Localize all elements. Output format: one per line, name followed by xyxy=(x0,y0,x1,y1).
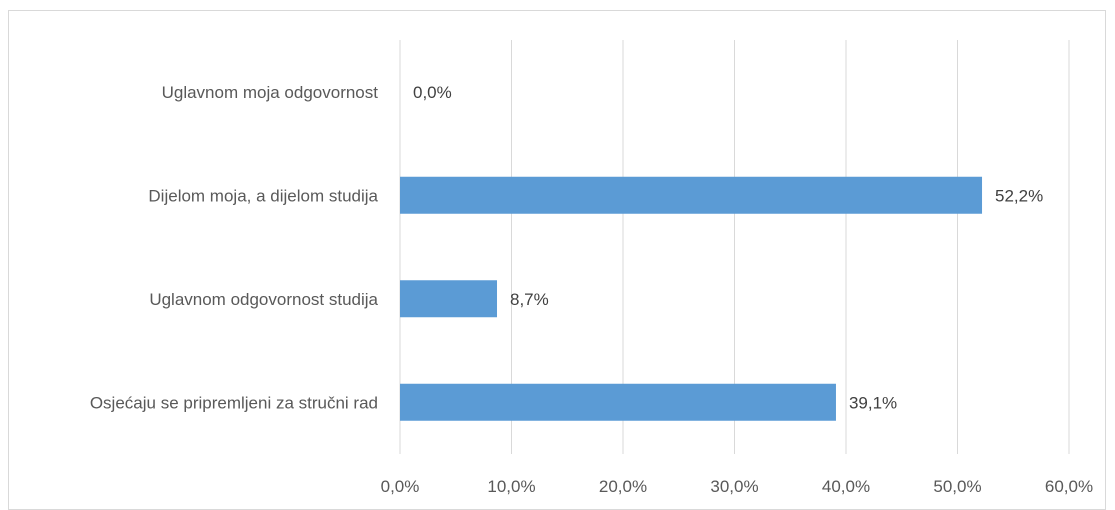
x-tick-label: 50,0% xyxy=(933,477,981,496)
x-tick-label: 0,0% xyxy=(381,477,420,496)
x-tick-label: 60,0% xyxy=(1045,477,1093,496)
data-label: 8,7% xyxy=(510,290,549,309)
category-label: Osjećaju se pripremljeni za stručni rad xyxy=(90,393,378,412)
bars xyxy=(400,176,983,421)
data-label: 0,0% xyxy=(413,83,452,102)
x-tick-label: 40,0% xyxy=(822,477,870,496)
x-tick-label: 20,0% xyxy=(599,477,647,496)
bar xyxy=(400,176,983,214)
data-labels: 0,0% 52,2% 8,7% 39,1% xyxy=(413,83,1043,413)
category-label: Dijelom moja, a dijelom studija xyxy=(148,186,378,205)
x-axis-tick-labels: 0,0% 10,0% 20,0% 30,0% 40,0% 50,0% 60,0% xyxy=(381,477,1093,496)
data-label: 52,2% xyxy=(995,186,1043,205)
chart-frame xyxy=(8,10,1106,510)
category-label: Uglavnom odgovornost studija xyxy=(149,290,378,309)
data-label: 39,1% xyxy=(849,393,897,412)
x-tick-label: 10,0% xyxy=(487,477,535,496)
category-label: Uglavnom moja odgovornost xyxy=(162,83,379,102)
category-labels: Uglavnom moja odgovornost Dijelom moja, a… xyxy=(90,83,379,413)
x-tick-label: 30,0% xyxy=(710,477,758,496)
bar xyxy=(400,280,498,318)
bar xyxy=(400,383,836,421)
